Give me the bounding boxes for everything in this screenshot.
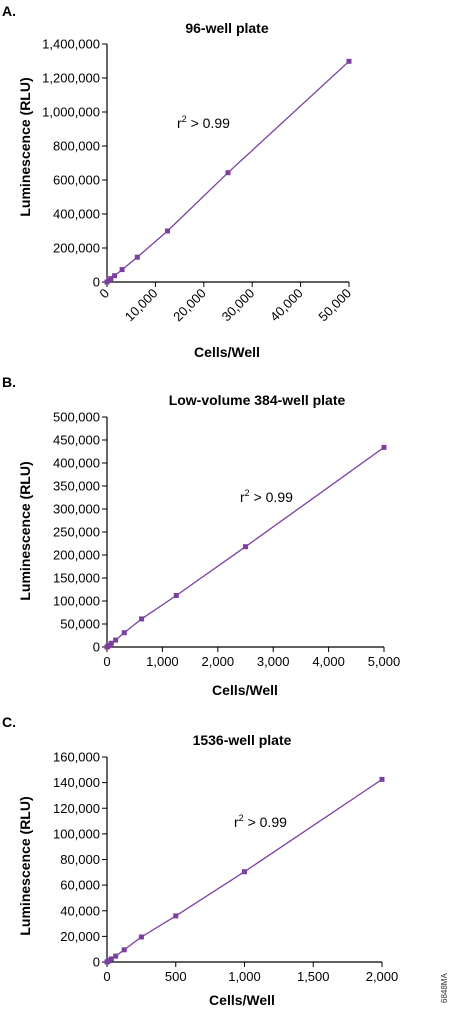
panel-label-c: C.	[2, 714, 16, 730]
data-point	[381, 444, 387, 450]
x-tick-label: 2,000	[202, 654, 235, 669]
x-tick-label: 2,000	[366, 969, 399, 984]
data-point	[243, 544, 248, 550]
y-tick-label: 0	[93, 640, 100, 655]
x-tick-label: 1,000	[146, 654, 179, 669]
data-point	[379, 776, 385, 782]
y-tick-label: 60,000	[60, 878, 100, 893]
y-tick-label: 120,000	[53, 801, 100, 816]
y-tick-label: 300,000	[53, 502, 100, 517]
x-axis-label-b: Cells/Well	[212, 682, 278, 698]
x-tick-label: 4,000	[312, 654, 345, 669]
y-tick-label: 1,400,000	[42, 37, 100, 52]
r-squared-annotation-b: r2 > 0.99	[240, 488, 293, 505]
y-tick-label: 800,000	[53, 139, 100, 154]
x-tick-label: 10,000	[122, 286, 161, 325]
x-tick-label: 1,000	[228, 969, 261, 984]
x-tick-label: 1,500	[297, 969, 330, 984]
data-point	[134, 254, 140, 260]
data-point	[138, 934, 144, 940]
x-tick-label: 30,000	[219, 286, 258, 325]
data-point	[112, 273, 118, 279]
x-tick-label: 40,000	[267, 286, 306, 325]
y-tick-label: 400,000	[53, 207, 100, 222]
chart-title-a: 96-well plate	[185, 20, 268, 36]
y-tick-label: 0	[93, 955, 100, 970]
panel-label-b: B.	[2, 374, 16, 390]
chart-panel-a: A. 96-well plate Luminescence (RLU) Cell…	[2, 3, 354, 360]
y-tick-label: 160,000	[53, 750, 100, 765]
data-point	[113, 953, 119, 959]
y-tick-label: 40,000	[60, 903, 100, 918]
y-axis-label-b: Luminescence (RLU)	[17, 461, 33, 600]
chart-panel-b: B. Low-volume 384-well plate Luminescenc…	[2, 374, 400, 698]
y-tick-label: 400,000	[53, 456, 100, 471]
y-tick-label: 1,200,000	[42, 71, 100, 86]
y-tick-label: 100,000	[53, 826, 100, 841]
chart-title-b: Low-volume 384-well plate	[169, 392, 346, 408]
data-point	[119, 267, 125, 273]
y-tick-label: 500,000	[53, 410, 100, 425]
data-point	[113, 637, 119, 643]
y-tick-label: 600,000	[53, 173, 100, 188]
y-tick-label: 200,000	[53, 548, 100, 563]
figure-code: 6848MA	[440, 973, 449, 1003]
y-tick-label: 140,000	[53, 775, 100, 790]
panel-label-a: A.	[2, 3, 16, 19]
r-squared-annotation-c: r2 > 0.99	[234, 813, 287, 830]
y-axis-label-a: Luminescence (RLU)	[17, 77, 33, 216]
data-point	[139, 616, 145, 622]
y-tick-label: 150,000	[53, 571, 100, 586]
data-point	[108, 956, 114, 962]
y-axis-label-c: Luminescence (RLU)	[17, 796, 33, 935]
chart-panel-c: C. 1536-well plate Luminescence (RLU) Ce…	[2, 714, 398, 1008]
y-tick-label: 20,000	[60, 929, 100, 944]
data-point	[173, 593, 179, 598]
x-tick-label: 20,000	[170, 286, 209, 325]
y-tick-label: 450,000	[53, 433, 100, 448]
x-tick-label: 3,000	[257, 654, 290, 669]
data-point	[225, 170, 231, 176]
y-tick-label: 0	[93, 275, 100, 290]
y-tick-label: 250,000	[53, 525, 100, 540]
x-axis-label-a: Cells/Well	[194, 344, 260, 360]
x-tick-label: 0	[103, 969, 110, 984]
data-point	[346, 58, 352, 64]
y-tick-label: 100,000	[53, 594, 100, 609]
r-squared-annotation-a: r2 > 0.99	[177, 114, 230, 131]
data-point	[173, 913, 179, 919]
data-point	[108, 640, 114, 646]
y-tick-label: 200,000	[53, 241, 100, 256]
data-point	[108, 276, 114, 282]
data-point	[165, 228, 170, 234]
chart-title-c: 1536-well plate	[193, 732, 292, 748]
data-point	[121, 630, 127, 636]
x-axis-label-c: Cells/Well	[209, 992, 275, 1008]
data-point	[242, 869, 247, 875]
y-tick-label: 80,000	[60, 852, 100, 867]
x-tick-label: 500	[165, 969, 187, 984]
y-tick-label: 1,000,000	[42, 105, 100, 120]
y-tick-label: 350,000	[53, 479, 100, 494]
x-tick-label: 50,000	[315, 286, 354, 325]
x-tick-label: 0	[103, 654, 110, 669]
x-tick-label: 0	[96, 286, 112, 302]
data-point	[121, 947, 127, 953]
y-tick-label: 50,000	[60, 617, 100, 632]
x-tick-label: 5,000	[368, 654, 401, 669]
